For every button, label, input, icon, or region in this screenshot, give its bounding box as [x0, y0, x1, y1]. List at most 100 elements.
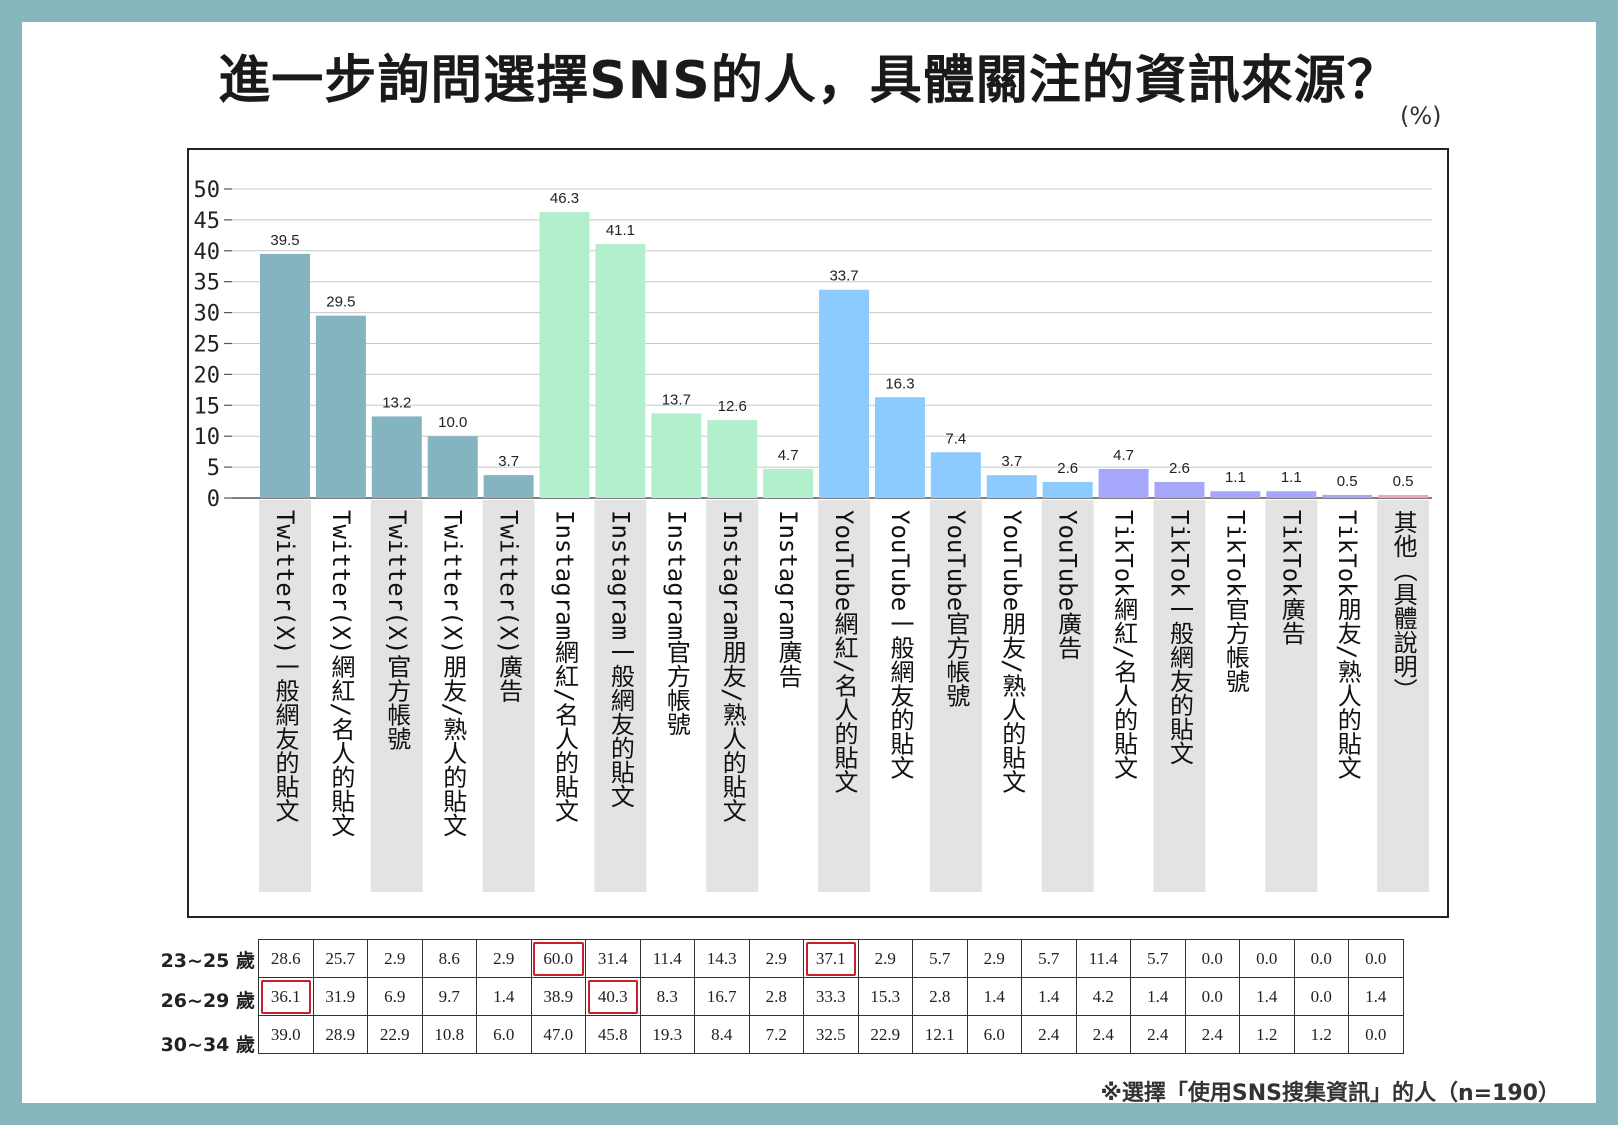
age-table-cell: 1.4 — [1239, 977, 1295, 1016]
age-table-cell: 6.0 — [476, 1015, 532, 1054]
age-table-cell: 36.1 — [258, 977, 314, 1016]
bar — [1322, 494, 1373, 498]
age-table-cell: 2.4 — [1021, 1015, 1077, 1054]
bar — [707, 420, 758, 498]
label-band — [370, 500, 423, 892]
bar — [1210, 491, 1261, 498]
age-table-cell: 1.4 — [476, 977, 532, 1016]
category-label: Instagram一般網友的貼文 — [606, 510, 634, 808]
age-table-row: 36.1 31.9 6.9 9.7 1.4 38.9 40.3 8.3 16.7 2.8 33.3 1… — [258, 977, 1404, 1016]
age-table-cell: 11.4 — [1075, 939, 1131, 978]
age-table-cell: 0.0 — [1348, 939, 1404, 978]
age-table-cell: 10.8 — [421, 1015, 477, 1054]
age-row-label-2: 30~34 歲 — [160, 1034, 255, 1056]
y-tick-label: 20 — [194, 363, 221, 388]
age-table-cell: 14.3 — [694, 939, 750, 978]
age-breakdown-table: 28.6 25.7 2.9 8.6 2.9 60.0 31.4 11.4 14.3 2.9 37.1… — [258, 939, 1404, 1054]
age-table-cell: 45.8 — [585, 1015, 641, 1054]
bar-value-label: 39.5 — [270, 232, 299, 249]
age-table-cell: 2.4 — [1075, 1015, 1131, 1054]
age-table-cell: 39.0 — [258, 1015, 314, 1054]
age-table-cell: 1.2 — [1293, 1015, 1349, 1054]
label-band — [1153, 500, 1206, 892]
bar — [371, 416, 422, 498]
age-table-cell: 2.8 — [912, 977, 968, 1016]
y-tick-label: 0 — [207, 487, 220, 512]
age-table-cell: 9.7 — [421, 977, 477, 1016]
age-table-cell: 7.2 — [748, 1015, 804, 1054]
category-label: YouTube網紅/名人的貼文 — [830, 510, 858, 794]
unit-label: (%) — [1400, 102, 1442, 130]
category-label: YouTube一般網友的貼文 — [886, 510, 914, 779]
age-table-cell: 60.0 — [530, 939, 586, 978]
bar — [1154, 481, 1205, 498]
bar-value-label: 0.5 — [1337, 473, 1358, 490]
bar — [930, 452, 981, 498]
age-table-cell: 28.6 — [258, 939, 314, 978]
bar — [1378, 494, 1429, 498]
bar — [260, 253, 310, 498]
y-tick-label: 10 — [194, 425, 221, 450]
bar-value-label: 41.1 — [606, 222, 635, 239]
age-table-cell: 28.9 — [312, 1015, 368, 1054]
category-label: Instagram廣告 — [774, 510, 802, 688]
age-table-cell: 31.4 — [585, 939, 641, 978]
category-label: TikTok朋友/熟人的貼文 — [1333, 510, 1361, 779]
category-label: TikTok官方帳號 — [1221, 510, 1249, 693]
y-tick-label: 30 — [194, 302, 221, 327]
age-table-cell: 5.7 — [912, 939, 968, 978]
category-label: TikTok一般網友的貼文 — [1165, 510, 1193, 765]
age-table-cell: 0.0 — [1293, 939, 1349, 978]
age-table-cell: 1.4 — [966, 977, 1022, 1016]
bar-value-label: 46.3 — [550, 190, 579, 207]
y-tick-label: 45 — [194, 209, 221, 234]
age-table-cell: 8.6 — [421, 939, 477, 978]
age-row-label-1: 26~29 歲 — [160, 990, 255, 1012]
age-table-cell: 1.4 — [1130, 977, 1186, 1016]
category-label: Instagram網紅/名人的貼文 — [551, 510, 579, 823]
age-table-cell: 8.4 — [694, 1015, 750, 1054]
bar — [539, 211, 590, 498]
age-table-cell: 6.0 — [966, 1015, 1022, 1054]
bar — [651, 413, 702, 498]
label-band — [706, 500, 759, 892]
bar — [483, 475, 534, 498]
y-tick-label: 5 — [207, 456, 220, 481]
bar — [315, 315, 366, 498]
age-table-cell: 0.0 — [1184, 939, 1240, 978]
bar-value-label: 3.7 — [498, 453, 519, 470]
category-label: TikTok網紅/名人的貼文 — [1110, 510, 1138, 779]
bar — [1266, 491, 1317, 498]
bar-value-label: 13.7 — [662, 391, 691, 408]
age-table-cell: 2.9 — [748, 939, 804, 978]
bar — [1098, 468, 1149, 498]
bar-value-label: 33.7 — [829, 268, 858, 285]
age-table-row: 28.6 25.7 2.9 8.6 2.9 60.0 31.4 11.4 14.3 2.9 37.1… — [258, 939, 1404, 978]
bar — [874, 397, 925, 498]
age-table-cell: 2.9 — [857, 939, 913, 978]
age-table-cell: 25.7 — [312, 939, 368, 978]
age-table-cell: 0.0 — [1184, 977, 1240, 1016]
bar — [595, 244, 646, 498]
category-label: Twitter(X)官方帳號 — [383, 510, 411, 751]
bar-value-label: 0.5 — [1393, 473, 1414, 490]
label-band — [1377, 500, 1430, 892]
y-tick-label: 25 — [194, 333, 221, 358]
bar — [1042, 481, 1093, 498]
age-table-cell: 2.4 — [1184, 1015, 1240, 1054]
label-band — [259, 500, 311, 892]
age-table-cell: 1.4 — [1021, 977, 1077, 1016]
footnote: ※選擇「使用SNS搜集資訊」的人（n=190） — [1100, 1081, 1560, 1106]
bar-value-label: 12.6 — [718, 398, 747, 415]
age-table-cell: 19.3 — [639, 1015, 695, 1054]
bar-value-label: 1.1 — [1225, 469, 1246, 486]
age-table-cell: 12.1 — [912, 1015, 968, 1054]
age-table-cell: 40.3 — [585, 977, 641, 1016]
y-tick-label: 35 — [194, 271, 221, 296]
bar-value-label: 4.7 — [778, 447, 799, 464]
bar — [427, 436, 478, 498]
bar-value-label: 4.7 — [1113, 447, 1134, 464]
page-title: 進一步詢問選擇SNS的人，具體關注的資訊來源？ — [218, 51, 1400, 111]
bar-value-label: 1.1 — [1281, 469, 1302, 486]
